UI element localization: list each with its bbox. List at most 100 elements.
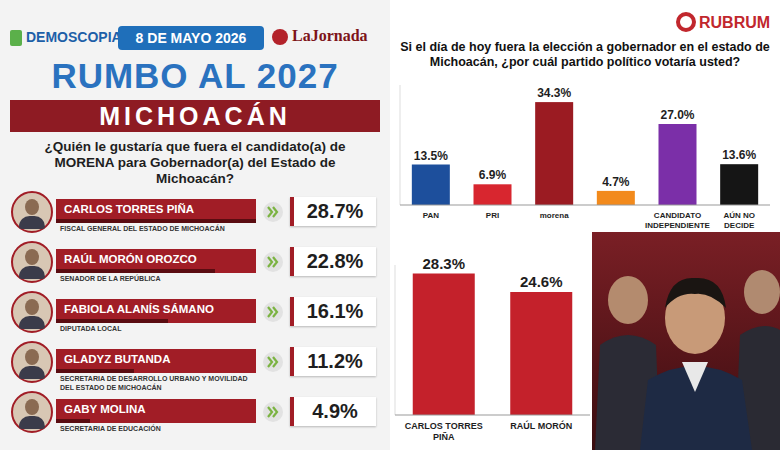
candidate-photo-head — [25, 299, 39, 315]
candidate-role: DIPUTADA LOCAL — [60, 325, 255, 334]
subtitle-bar: MICHOACÁN — [10, 100, 380, 132]
demoscopia-panel: DEMOSCOPIA8 DE MAYO 2026 LaJornada RUMBO A… — [0, 0, 390, 450]
bar — [412, 165, 450, 206]
baseline — [395, 415, 590, 416]
data-label: 4.7% — [602, 175, 630, 189]
value-bar — [56, 269, 215, 273]
candidate-role: FISCAL GENERAL DEL ESTADO DE MICHOACÁN — [60, 225, 255, 234]
value-bar — [56, 319, 168, 323]
candidate-role: SENADOR DE LA REPÚBLICA — [60, 275, 255, 284]
label-line: morena — [540, 211, 569, 220]
stage: DEMOSCOPIA8 DE MAYO 2026 LaJornada RUMBO A… — [0, 0, 780, 450]
chevron — [268, 307, 272, 317]
category-label: CANDIDATOINDEPENDIENTE — [645, 211, 711, 230]
data-label: 13.6% — [722, 148, 756, 162]
category-label: AÚN NODECIDE — [723, 211, 755, 230]
photo — [592, 232, 780, 450]
candidate-name: FABIOLA ALANÍS SÁMANO — [64, 299, 254, 319]
photo-person-left — [608, 276, 648, 324]
chevron — [273, 257, 277, 267]
candidate-photo-body — [19, 316, 45, 329]
candidate-photo-head — [25, 399, 39, 415]
bar — [413, 274, 475, 416]
name-banner: GABY MOLINA — [56, 399, 256, 423]
name-banner: RAÚL MORÓN OROZCO — [56, 249, 256, 273]
chevron — [273, 207, 277, 217]
bar — [535, 102, 573, 205]
candidate-photo-body — [19, 416, 45, 429]
logo: DEMOSCOPIA — [26, 29, 122, 45]
question: ¿Quién le gustaría que fuera el candidat… — [22, 139, 368, 187]
category-label: RAÚL MORÓN — [510, 420, 572, 431]
label-line: DECIDE — [724, 221, 755, 230]
question: Si el día de hoy fuera la elección a gob… — [400, 40, 770, 70]
candidate-photo-head — [25, 199, 39, 215]
name-banner: FABIOLA ALANÍS SÁMANO — [56, 299, 256, 323]
data-label: 13.5% — [414, 149, 448, 163]
bars — [413, 274, 573, 416]
publisher-mark — [272, 29, 288, 45]
chevron — [268, 207, 272, 217]
y-axis — [400, 85, 401, 205]
baseline — [400, 205, 770, 206]
value-bar — [56, 369, 134, 373]
chevron-icon — [262, 401, 284, 423]
label-line: PRI — [486, 211, 499, 220]
candidate-name: CARLOS TORRES PIÑA — [64, 199, 254, 219]
category-label: morena — [540, 211, 569, 220]
photo-person-main-shirt — [682, 362, 708, 392]
label-line: PAN — [423, 211, 440, 220]
data-label: 28.3% — [422, 255, 465, 272]
chevron-icon — [262, 351, 284, 373]
y-axis — [395, 265, 396, 415]
value-box: 4.9% — [290, 397, 376, 426]
data-label: 27.0% — [660, 108, 694, 122]
label-line: AÚN NO — [723, 211, 755, 220]
name-banner: CARLOS TORRES PIÑA — [56, 199, 256, 223]
chevron-bg — [263, 402, 283, 422]
data-label: 34.3% — [537, 86, 571, 100]
name-banner: GLADYZ BUTANDA — [56, 349, 256, 373]
value-bar — [56, 419, 90, 423]
candidate-photo-body — [19, 266, 45, 279]
chevron-icon — [262, 201, 284, 223]
candidate-role: SECRETARIA DE DESARROLLO URBANO Y MOVILI… — [60, 375, 255, 392]
bar — [720, 164, 758, 205]
label-line: INDEPENDIENTE — [645, 221, 711, 230]
category-label: CARLOS TORRESPIÑA — [405, 421, 483, 442]
label-line: CARLOS TORRES — [405, 421, 483, 431]
label-line: RAÚL MORÓN — [510, 420, 572, 431]
chevron — [268, 257, 272, 267]
candidate-photo-head — [25, 249, 39, 265]
photo-person-main-hair — [665, 278, 726, 308]
date-box: 8 DE MAYO 2026 — [118, 26, 264, 50]
bar — [510, 292, 572, 415]
chevron — [273, 307, 277, 317]
data-label: 6.9% — [479, 168, 507, 182]
category-label: PRI — [486, 211, 499, 220]
panel-bg — [390, 0, 780, 450]
bar — [659, 124, 697, 205]
chevron-bg — [263, 352, 283, 372]
value-box: 11.2% — [290, 347, 376, 376]
photo-person-right — [744, 270, 780, 314]
data-label: 24.6% — [520, 273, 563, 290]
chevron — [273, 407, 277, 417]
title: RUMBO AL 2027 — [0, 56, 390, 96]
chevron-icon — [262, 251, 284, 273]
chevron — [268, 357, 272, 367]
value-box: 22.8% — [290, 247, 376, 276]
value-box: 16.1% — [290, 297, 376, 326]
chevron — [268, 407, 272, 417]
candidate-photo-body — [19, 216, 45, 229]
value-box: 28.7% — [290, 197, 376, 226]
candidate-photo-body — [19, 366, 45, 379]
logo-mark — [10, 30, 22, 46]
bar — [474, 184, 512, 205]
candidate-name: GLADYZ BUTANDA — [64, 349, 254, 369]
publisher: LaJornada — [292, 27, 368, 45]
logo-mark — [678, 14, 694, 30]
chevron-icon — [262, 301, 284, 323]
label-line: PIÑA — [433, 432, 455, 442]
chevron-bg — [263, 252, 283, 272]
